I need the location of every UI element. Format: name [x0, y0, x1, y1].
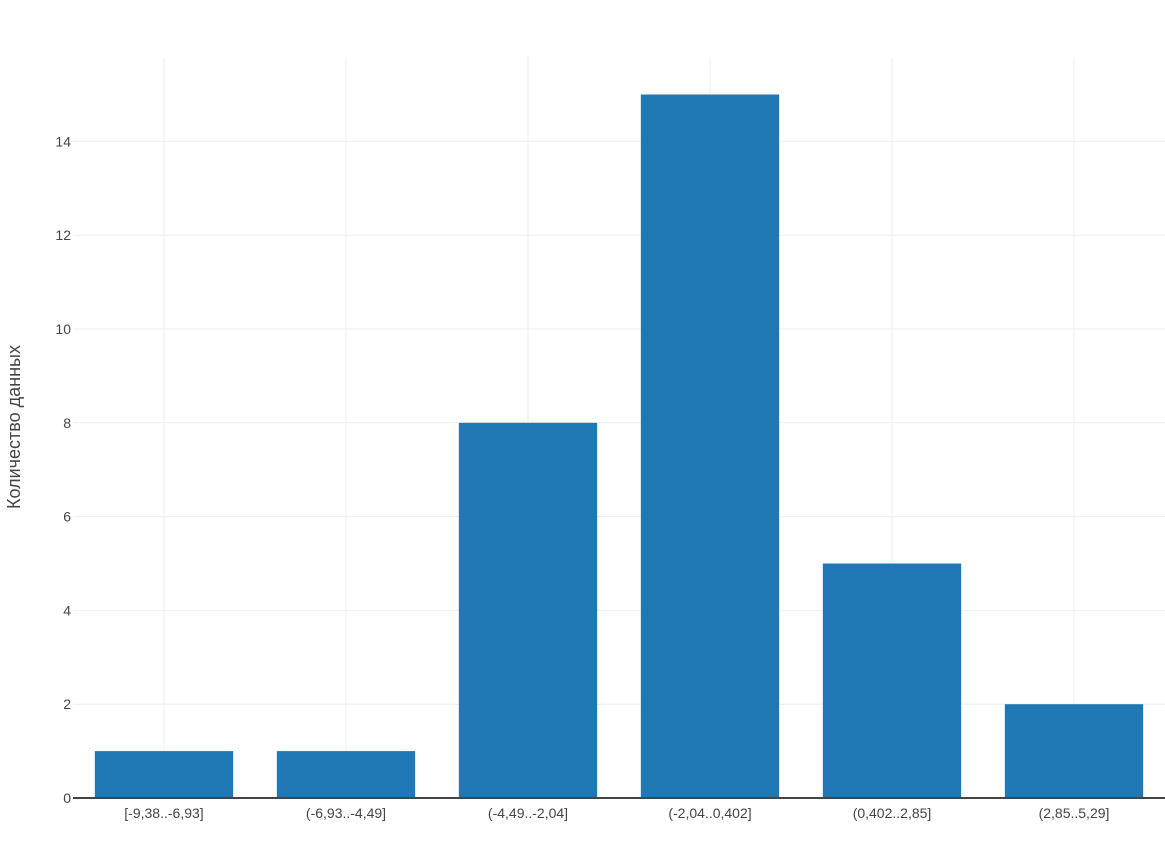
y-tick-label: 14	[55, 133, 71, 149]
y-tick-label: 6	[63, 509, 71, 525]
x-tick-label: (-4,49..-2,04]	[488, 805, 568, 821]
y-tick-label: 0	[63, 790, 71, 806]
x-tick-label: (2,85..5,29]	[1039, 805, 1110, 821]
y-axis-title: Количество данных	[4, 345, 24, 509]
y-tick-label: 8	[63, 415, 71, 431]
y-tick-label: 4	[63, 602, 71, 618]
x-tick-label: (-2,04..0,402]	[668, 805, 751, 821]
bar[interactable]	[94, 751, 234, 798]
grid-layer	[73, 57, 1165, 798]
label-layer: 0 2 4 6 8 10 12 14 [-9,38..-6,93] (-6,93..-4,49] (…	[55, 133, 1109, 821]
bar[interactable]	[640, 94, 780, 799]
x-tick-label: (0,402..2,85]	[853, 805, 932, 821]
y-tick-label: 12	[55, 227, 71, 243]
bars-layer	[94, 94, 1144, 799]
bar[interactable]	[1004, 704, 1144, 798]
x-tick-label: [-9,38..-6,93]	[124, 805, 203, 821]
y-tick-label: 10	[55, 321, 71, 337]
bar[interactable]	[276, 751, 416, 798]
x-tick-label: (-6,93..-4,49]	[306, 805, 386, 821]
y-tick-label: 2	[63, 696, 71, 712]
bar[interactable]	[822, 563, 962, 798]
bar[interactable]	[458, 422, 598, 798]
